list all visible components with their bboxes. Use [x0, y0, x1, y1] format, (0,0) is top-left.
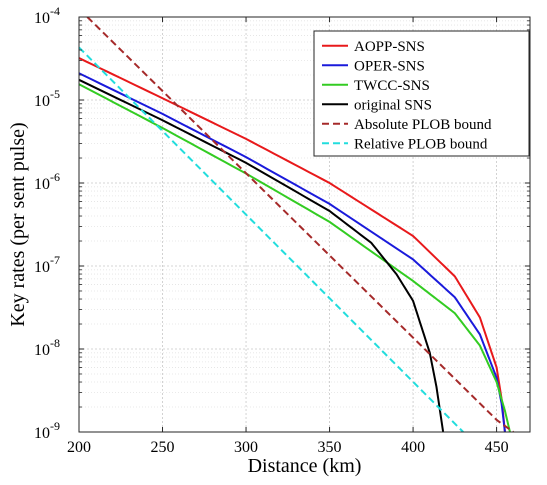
y-tick-label: 10-9 — [34, 419, 60, 442]
axes-box — [78, 16, 531, 433]
y-axis-title: Key rates (per sent pulse) — [7, 122, 29, 326]
x-tick-label: 400 — [401, 439, 425, 456]
legend-label: Absolute PLOB bound — [354, 117, 492, 133]
y-tick-label: 10-5 — [34, 87, 60, 110]
tick-labels: 200 250 300 350 400 450 10-9 10-8 10-7 10-6 10-5 10… — [34, 4, 509, 456]
x-tick-label: 450 — [485, 439, 509, 456]
x-tick-label: 350 — [318, 439, 342, 456]
legend-label: OPER-SNS — [354, 58, 425, 74]
x-tick-label: 200 — [67, 439, 91, 456]
series-line — [79, 46, 464, 432]
legend-box — [313, 30, 530, 157]
y-tick-label: 10-4 — [34, 4, 60, 27]
x-tick-label: 300 — [234, 439, 258, 456]
legend: AOPP-SNS OPER-SNS TWCC-SNS original SNS Abso… — [313, 30, 530, 157]
series-line — [79, 83, 511, 432]
x-tick-label: 250 — [151, 439, 175, 456]
series-layer — [79, 17, 514, 432]
legend-label: original SNS — [354, 97, 432, 113]
x-axis-title: Distance (km) — [248, 455, 362, 477]
legend-label: Relative PLOB bound — [354, 136, 488, 152]
series-line — [86, 17, 514, 432]
legend-label: AOPP-SNS — [354, 39, 425, 55]
series-line — [79, 57, 506, 432]
legend-label: TWCC-SNS — [354, 78, 430, 94]
y-tick-label: 10-6 — [34, 170, 60, 193]
series-line — [79, 78, 445, 432]
y-tick-label: 10-8 — [34, 336, 60, 359]
y-tick-label: 10-7 — [34, 253, 60, 276]
